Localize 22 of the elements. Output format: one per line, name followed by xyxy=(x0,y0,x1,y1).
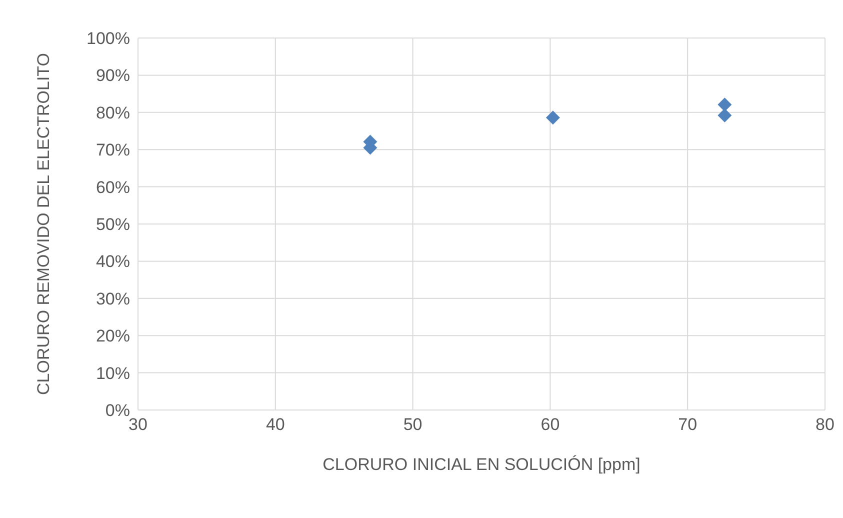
y-tick-label: 70% xyxy=(96,140,130,160)
point xyxy=(718,108,732,122)
x-tick-label: 60 xyxy=(540,415,560,434)
y-tick-label: 10% xyxy=(96,364,130,383)
y-tick-label: 20% xyxy=(96,326,130,346)
y-tick-label: 30% xyxy=(96,289,130,308)
x-axis-title: CLORURO INICIAL EN SOLUCIÓN [ppm] xyxy=(322,455,640,474)
y-tick-label: 40% xyxy=(96,252,130,272)
y-tick-label: 90% xyxy=(96,66,130,86)
point xyxy=(546,110,560,125)
x-tick-label: 80 xyxy=(816,415,834,434)
point xyxy=(718,98,732,112)
y-tick-label: 50% xyxy=(96,215,130,234)
y-tick-label: 60% xyxy=(96,178,130,197)
x-tick-label: 70 xyxy=(678,415,698,434)
y-tick-label: 100% xyxy=(86,29,130,48)
y-tick-label: 80% xyxy=(96,103,130,122)
y-axis-title: CLORURO REMOVIDO DEL ELECTROLITO xyxy=(34,53,54,395)
y-tick-label: 0% xyxy=(105,401,130,420)
x-tick-label: 40 xyxy=(266,415,285,434)
x-tick-label: 30 xyxy=(128,415,148,434)
x-tick-label: 50 xyxy=(403,415,422,434)
